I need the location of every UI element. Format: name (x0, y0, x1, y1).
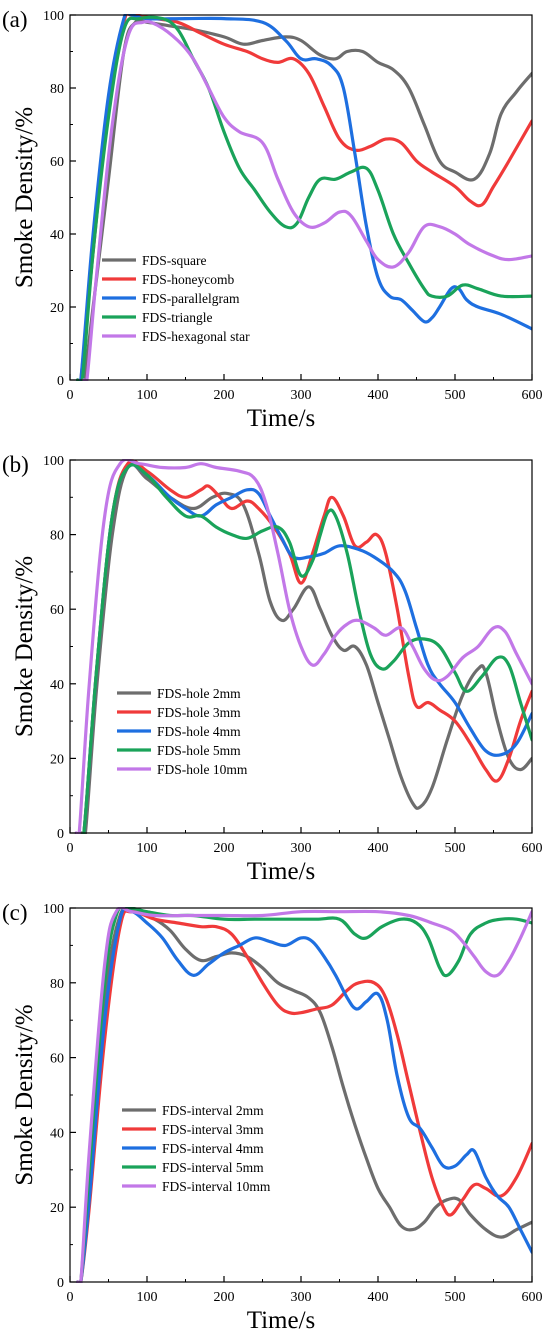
series-line-1 (79, 462, 532, 834)
legend-entry: FDS-hole 2mm (157, 686, 241, 701)
y-axis-label: Smoke Density/% (11, 556, 38, 737)
legend-entry: FDS-interval 5mm (162, 1160, 264, 1175)
x-tick-label: 0 (67, 841, 74, 856)
y-tick-label: 100 (43, 9, 64, 24)
legend: FDS-interval 2mm FDS-interval 3mm FDS-inte… (122, 1103, 271, 1194)
y-tick-label: 60 (50, 155, 64, 170)
legend: FDS-hole 2mm FDS-hole 3mm FDS-hole 4mm FDS-… (117, 686, 248, 777)
x-tick-label: 600 (522, 1290, 543, 1305)
panel-label: (c) (2, 900, 28, 925)
x-tick-label: 300 (291, 388, 312, 403)
y-tick-label: 80 (50, 82, 64, 97)
series-line-5 (76, 907, 532, 1283)
plot-frame (69, 907, 533, 1283)
x-tick-label: 0 (67, 388, 74, 403)
series-line-5 (74, 459, 532, 834)
y-tick-label: 100 (43, 454, 64, 469)
series-lines (74, 459, 532, 834)
x-tick-label: 400 (368, 388, 389, 403)
x-axis-label: Time/s (247, 1307, 316, 1334)
x-tick-label: 100 (137, 1290, 158, 1305)
y-tick-label: 0 (57, 827, 64, 842)
y-axis-label: Smoke Density/% (11, 107, 38, 288)
x-tick-label: 500 (445, 388, 466, 403)
series-line-4 (77, 463, 532, 834)
x-tick-label: 600 (522, 388, 543, 403)
panel-label: (a) (2, 7, 28, 32)
y-tick-label: 40 (50, 678, 64, 693)
y-tick-label: 80 (50, 977, 64, 992)
plot-frame (69, 14, 533, 381)
x-tick-label: 400 (368, 1290, 389, 1305)
series-line-4 (76, 15, 532, 381)
legend-entry: FDS-hexagonal star (142, 329, 250, 344)
y-tick-label: 20 (50, 752, 64, 767)
series-line-2 (77, 459, 532, 834)
series-line-3 (76, 14, 532, 381)
series-line-5 (82, 19, 532, 381)
legend-entry: FDS-triangle (142, 310, 213, 325)
y-tick-label: 20 (50, 301, 64, 316)
y-tick-label: 40 (50, 1126, 64, 1141)
series-line-3 (76, 907, 532, 1283)
chart-panel-b: 0 100 200 300 400 500 600 0 20 40 60 80 100 Time/s Smo… (2, 452, 543, 885)
y-tick-label: 0 (57, 374, 64, 389)
x-tick-label: 500 (445, 1290, 466, 1305)
series-lines (76, 14, 532, 381)
legend-entry: FDS-interval 4mm (162, 1141, 264, 1156)
y-axis-label: Smoke Density/% (11, 1004, 38, 1185)
y-tick-label: 0 (57, 1276, 64, 1291)
x-tick-label: 200 (214, 841, 235, 856)
legend-entry: FDS-interval 2mm (162, 1103, 264, 1118)
y-tick-label: 100 (43, 902, 64, 917)
y-tick-label: 60 (50, 1052, 64, 1067)
x-tick-label: 100 (137, 841, 158, 856)
x-tick-label: 400 (368, 841, 389, 856)
legend-entry: FDS-hole 3mm (157, 705, 241, 720)
legend: FDS-square FDS-honeycomb FDS-parallelgram F… (102, 253, 250, 344)
y-tick-label: 80 (50, 529, 64, 544)
panel-label: (b) (2, 452, 29, 477)
x-tick-label: 0 (67, 1290, 74, 1305)
series-line-2 (76, 909, 532, 1283)
x-tick-label: 200 (214, 1290, 235, 1305)
chart-panel-c: 0 100 200 300 400 500 600 0 20 40 60 80 100 Time/s Smo… (2, 900, 543, 1334)
x-axis-label: Time/s (247, 858, 316, 885)
legend-entry: FDS-honeycomb (142, 272, 234, 287)
x-tick-label: 300 (291, 1290, 312, 1305)
legend-entry: FDS-interval 3mm (162, 1122, 264, 1137)
y-tick-label: 40 (50, 228, 64, 243)
y-tick-label: 60 (50, 603, 64, 618)
legend-entry: FDS-hole 4mm (157, 724, 241, 739)
x-axis-label: Time/s (247, 405, 316, 432)
chart-panel-a: 0 100 200 300 400 500 600 0 20 40 60 80 100 Time/s Smo… (2, 7, 543, 432)
y-tick-label: 20 (50, 1201, 64, 1216)
series-line-1 (76, 907, 532, 1283)
series-lines (76, 907, 532, 1283)
x-tick-label: 100 (137, 388, 158, 403)
x-tick-label: 200 (214, 388, 235, 403)
x-tick-label: 500 (445, 841, 466, 856)
legend-entry: FDS-hole 10mm (157, 762, 248, 777)
legend-entry: FDS-parallelgram (142, 291, 240, 306)
x-tick-label: 300 (291, 841, 312, 856)
legend-entry: FDS-interval 10mm (162, 1179, 271, 1194)
x-tick-label: 600 (522, 841, 543, 856)
legend-entry: FDS-square (142, 253, 207, 268)
series-line-4 (76, 907, 532, 1283)
legend-entry: FDS-hole 5mm (157, 743, 241, 758)
